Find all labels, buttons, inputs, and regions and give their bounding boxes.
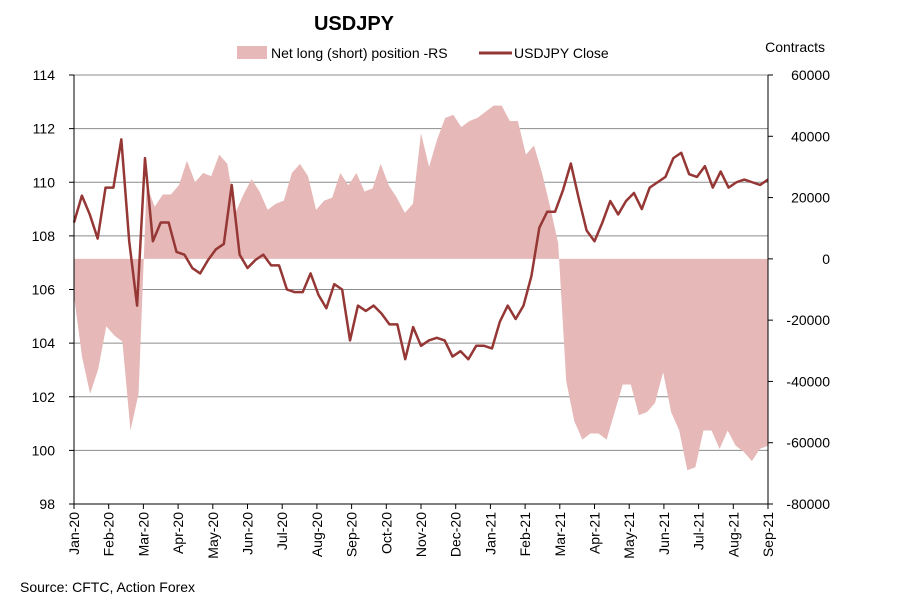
x-tick-label: Aug-20 [309, 512, 325, 557]
right-tick-label: -20000 [786, 312, 830, 328]
x-tick-label: Oct-20 [378, 512, 394, 554]
usdjpy-close-line [72, 138, 769, 361]
x-tick-label: May-20 [205, 512, 221, 559]
x-tick-label: Feb-20 [101, 512, 117, 557]
x-tick-label: Jul-21 [691, 512, 707, 550]
x-tick-label: Jun-20 [240, 512, 256, 555]
right-axis-ticks: -80000 -60000 -40000 -20000 0 20000 40000 60000 [768, 67, 830, 512]
right-tick-label: 40000 [791, 128, 830, 144]
x-tick-label: May-21 [621, 512, 637, 559]
left-tick-label: 104 [32, 335, 56, 351]
right-tick-label: -80000 [786, 496, 830, 512]
left-tick-label: 108 [32, 228, 56, 244]
left-tick-label: 98 [39, 496, 55, 512]
right-axis-label: Contracts [765, 39, 825, 55]
x-tick-label: Sep-20 [344, 512, 360, 557]
legend-swatch-area [237, 46, 267, 59]
x-axis-ticks: Jan-20 Feb-20 Mar-20 Apr-20 May-20 Jun-20 Jul-… [66, 504, 776, 559]
x-tick-label: Mar-21 [552, 512, 568, 557]
left-tick-label: 102 [32, 389, 56, 405]
x-tick-label: Jan-21 [482, 512, 498, 555]
x-tick-label: Jan-20 [66, 512, 82, 555]
left-axis-ticks: 98 100 102 104 106 108 110 112 114 [32, 67, 74, 512]
left-tick-label: 112 [33, 121, 56, 137]
x-tick-label: Jun-21 [656, 512, 672, 555]
line-series [72, 138, 769, 361]
legend: Net long (short) position -RS USDJPY Clo… [237, 45, 609, 61]
legend-label-line: USDJPY Close [514, 45, 609, 61]
x-tick-label: Apr-20 [170, 512, 186, 554]
legend-label-area: Net long (short) position -RS [271, 45, 448, 61]
x-tick-label: Mar-20 [135, 512, 151, 557]
x-tick-label: Apr-21 [587, 512, 603, 554]
right-tick-label: -40000 [786, 373, 830, 389]
right-tick-label: 60000 [791, 67, 830, 83]
left-tick-label: 106 [32, 282, 56, 298]
source-note: Source: CFTC, Action Forex [20, 579, 195, 595]
left-tick-label: 100 [32, 442, 56, 458]
x-tick-label: Dec-20 [448, 512, 464, 557]
right-tick-label: 0 [822, 251, 830, 267]
x-tick-label: Aug-21 [725, 512, 741, 557]
x-tick-label: Jul-20 [274, 512, 290, 550]
chart-title: USDJPY [314, 13, 395, 35]
x-tick-label: Sep-21 [760, 512, 776, 557]
right-tick-label: -60000 [786, 435, 830, 451]
x-tick-label: Feb-21 [517, 512, 533, 557]
left-tick-label: 110 [33, 174, 56, 190]
left-tick-label: 114 [33, 67, 56, 83]
net-position-area [74, 105, 768, 471]
area-series [74, 105, 768, 471]
right-tick-label: 20000 [791, 190, 830, 206]
x-tick-label: Nov-20 [413, 512, 429, 557]
